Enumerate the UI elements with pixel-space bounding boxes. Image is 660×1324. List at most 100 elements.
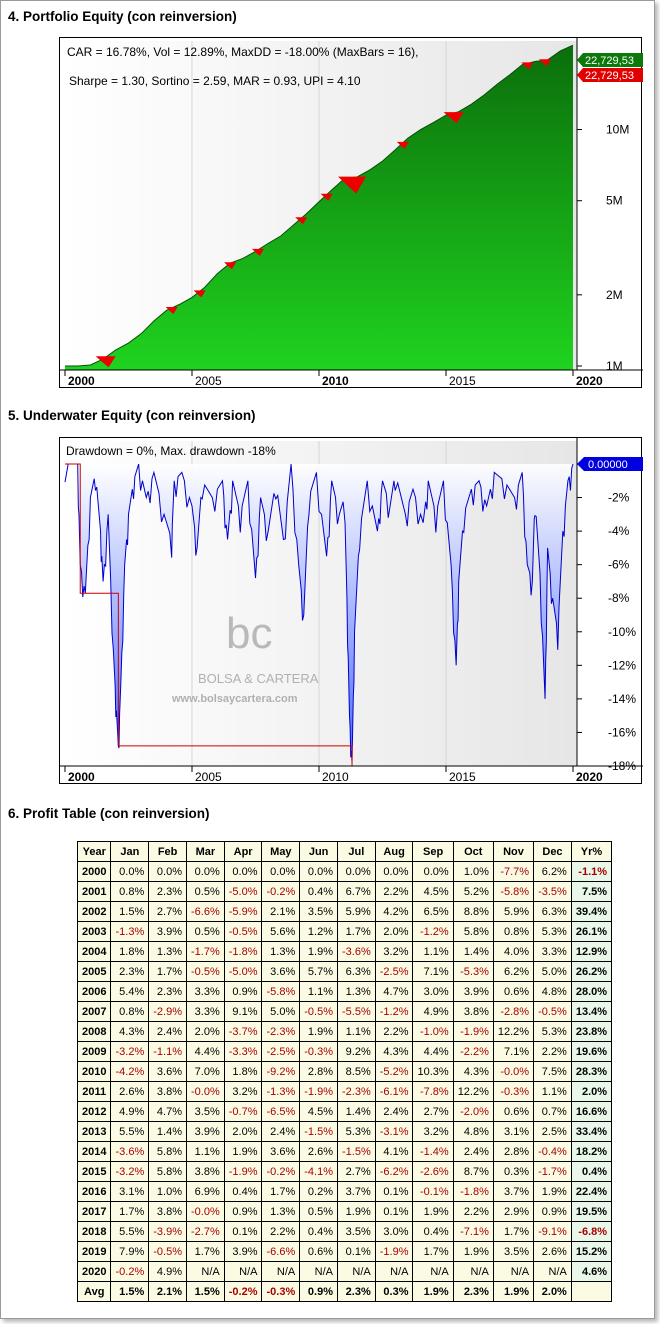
table-month-cell: 1.7%	[110, 1201, 150, 1222]
table-month-cell: 2.1%	[261, 901, 301, 922]
table-header-cell: May	[261, 841, 301, 862]
table-month-cell: 4.5%	[299, 1101, 338, 1122]
table-month-cell: 2.3%	[148, 881, 187, 902]
table-month-cell: 1.9%	[223, 1141, 263, 1162]
table-month-cell: 0.9%	[299, 1281, 338, 1302]
table-month-cell: 10.3%	[412, 1061, 454, 1082]
table-month-cell: -3.6%	[336, 941, 376, 962]
table-month-cell: 4.0%	[492, 941, 535, 962]
table-header-cell: Aug	[374, 841, 414, 862]
table-month-cell: 5.5%	[110, 1121, 150, 1142]
table-month-cell: 8.5%	[336, 1061, 376, 1082]
table-year-cell: 2012	[76, 1101, 112, 1122]
table-month-cell: 3.6%	[261, 961, 301, 982]
equity-chart: 1M 2M 5M 10M 2000 2005 2010 2015 2020 CAR = 16.…	[59, 37, 643, 388]
table-month-cell: -3.7%	[223, 1021, 263, 1042]
table-month-cell: 0.1%	[336, 1241, 376, 1262]
table-row: 2016 3.1% 1.0% 6.9% 0.4% 1.7% 0.2% 3.7% 0.1% -0.1…	[76, 1181, 613, 1202]
table-month-cell: 2.8%	[492, 1141, 535, 1162]
table-month-cell: 4.8%	[452, 1121, 494, 1142]
underwater-chart-svg: bc BOLSA & CARTERA www.bolsaycartera.com…	[60, 438, 643, 784]
table-row: 2006 5.4% 2.3% 3.3% 0.9% -5.8% 1.1% 1.3% 4.7% 3.0…	[76, 981, 613, 1002]
table-month-cell: -3.5%	[533, 881, 572, 902]
table-yearly-cell: -1.1%	[570, 861, 613, 882]
table-month-cell: 1.8%	[110, 941, 150, 962]
table-month-cell: 0.5%	[185, 921, 225, 942]
table-month-cell: -0.5%	[148, 1241, 187, 1262]
table-yearly-cell: 2.0%	[570, 1081, 613, 1102]
equity-xtick-label: 2000	[68, 374, 95, 388]
table-header-cell: Sep	[412, 841, 454, 862]
table-yearly-cell: 12.9%	[570, 941, 613, 962]
table-month-cell: 1.5%	[185, 1281, 225, 1302]
table-month-cell: -0.5%	[299, 1001, 338, 1022]
table-month-cell: 8.7%	[452, 1161, 494, 1182]
table-month-cell: -5.5%	[336, 1001, 376, 1022]
table-month-cell: 2.0%	[533, 1281, 572, 1302]
table-month-cell: 3.7%	[492, 1181, 535, 1202]
equity-drawdown-marker	[320, 193, 333, 201]
table-month-cell: -3.2%	[110, 1041, 150, 1062]
table-yearly-cell: 22.4%	[570, 1181, 613, 1202]
table-month-cell: -2.2%	[452, 1041, 494, 1062]
table-month-cell: 2.6%	[299, 1141, 338, 1162]
equity-drawdown-marker	[224, 262, 237, 270]
table-month-cell: 3.5%	[336, 1221, 376, 1242]
table-month-cell: -3.9%	[148, 1221, 187, 1242]
equity-last-value-red: 22,729,53	[577, 68, 643, 82]
table-month-cell: 1.9%	[533, 1181, 572, 1202]
table-year-cell: 2002	[76, 901, 112, 922]
table-yearly-cell: 18.2%	[570, 1141, 613, 1162]
table-month-cell: 3.3%	[185, 981, 225, 1002]
table-month-cell: 0.9%	[223, 981, 263, 1002]
table-month-cell: 2.7%	[336, 1161, 376, 1182]
table-yearly-cell: 28.3%	[570, 1061, 613, 1082]
table-month-cell: 2.3%	[148, 981, 187, 1002]
table-month-cell: 1.9%	[492, 1281, 535, 1302]
underwater-ytick-label: -12%	[608, 658, 636, 672]
equity-last-value-red-text: 22,729,53	[585, 70, 634, 82]
table-month-cell: -6.6%	[261, 1241, 301, 1262]
table-row: 2018 5.5% -3.9% -2.7% 0.1% 2.2% 0.4% 3.5% 3.0% 0.…	[76, 1221, 613, 1242]
table-month-cell: -3.2%	[110, 1161, 150, 1182]
table-month-cell: 2.0%	[374, 921, 414, 942]
table-yearly-cell: 33.4%	[570, 1121, 613, 1142]
table-row: 2014 -3.6% 5.8% 1.1% 1.9% 3.6% 2.6% -1.5% 4.1% -1…	[76, 1141, 613, 1162]
table-month-cell: N/A	[299, 1261, 338, 1282]
table-yearly-cell: 39.4%	[570, 901, 613, 922]
table-header-cell: Apr	[223, 841, 263, 862]
equity-ytick-label: 2M	[606, 288, 623, 302]
equity-drawdown-marker	[443, 112, 464, 124]
table-month-cell: -1.9%	[374, 1241, 414, 1262]
table-month-cell: -0.3%	[492, 1081, 535, 1102]
table-month-cell: 7.1%	[492, 1041, 535, 1062]
table-month-cell: 0.0%	[148, 861, 187, 882]
table-month-cell: 0.6%	[299, 1241, 338, 1262]
table-month-cell: -1.1%	[148, 1041, 187, 1062]
table-month-cell: -1.9%	[452, 1021, 494, 1042]
table-month-cell: 5.9%	[336, 901, 376, 922]
table-month-cell: 4.3%	[452, 1061, 494, 1082]
table-avg-row: Avg 1.5% 2.1% 1.5% -0.2% -0.3% 0.9% 2.3% 0.3% 1.9…	[76, 1281, 613, 1302]
equity-drawdown-marker	[539, 59, 552, 67]
table-header-cell: Year	[76, 841, 112, 862]
table-month-cell: 7.9%	[110, 1241, 150, 1262]
table-month-cell: 1.1%	[533, 1081, 572, 1102]
table-month-cell: 2.7%	[148, 901, 187, 922]
table-month-cell: 4.4%	[412, 1041, 454, 1062]
underwater-ytick-label: -10%	[608, 625, 636, 639]
table-month-cell: 2.8%	[299, 1061, 338, 1082]
table-yearly-cell: 15.2%	[570, 1241, 613, 1262]
table-month-cell: 3.0%	[412, 981, 454, 1002]
table-yearly-cell: 19.6%	[570, 1041, 613, 1062]
table-month-cell: -5.3%	[452, 961, 494, 982]
table-month-cell: 0.9%	[223, 1201, 263, 1222]
table-year-cell: 2008	[76, 1021, 112, 1042]
table-month-cell: 3.5%	[185, 1101, 225, 1122]
table-month-cell: 0.8%	[492, 921, 535, 942]
table-row: 2019 7.9% -0.5% 1.7% 3.9% -6.6% 0.6% 0.1% -1.9% 1…	[76, 1241, 613, 1262]
table-month-cell: 0.8%	[110, 881, 150, 902]
underwater-ytick-label: -18%	[608, 759, 636, 773]
table-row: 2002 1.5% 2.7% -6.6% -5.9% 2.1% 3.5% 5.9% 4.2% 6.…	[76, 901, 613, 922]
equity-xtick-label: 2020	[576, 374, 603, 388]
